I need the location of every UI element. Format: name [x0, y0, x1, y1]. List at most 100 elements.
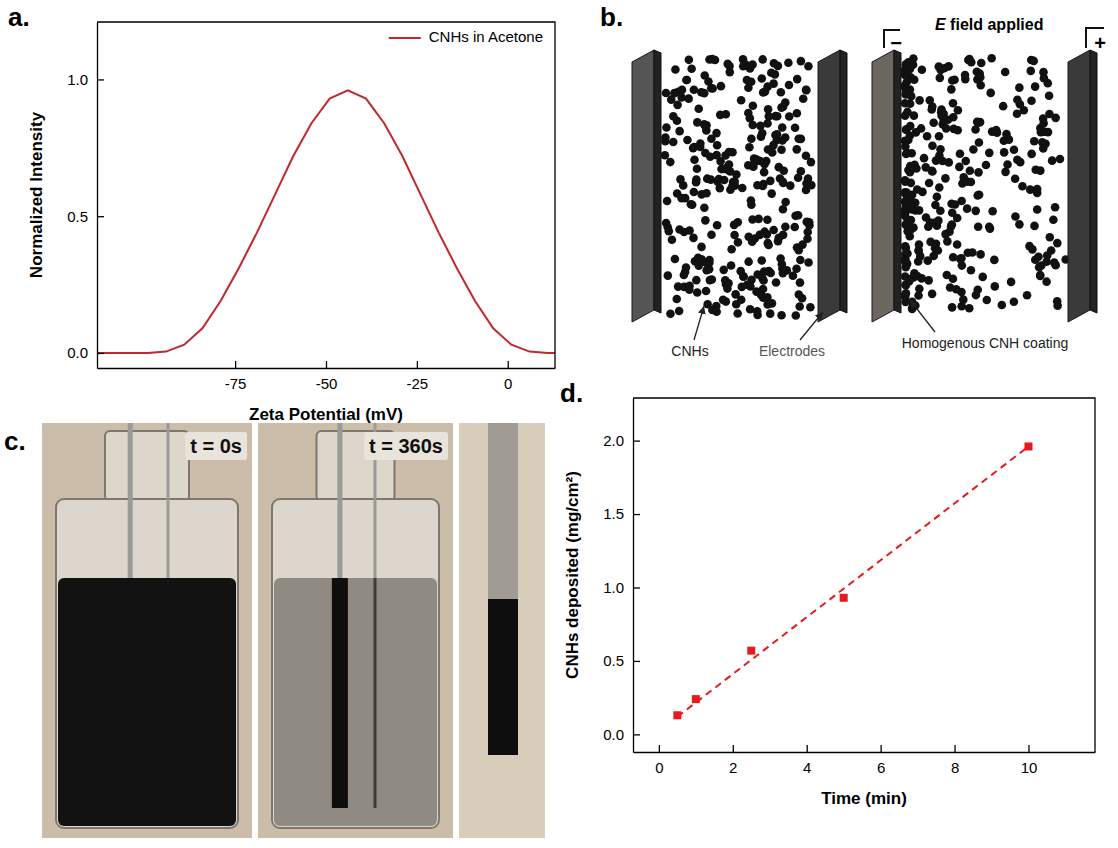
particle — [690, 86, 699, 95]
particle — [744, 109, 753, 118]
particle — [1007, 278, 1016, 287]
photo-background — [42, 423, 252, 838]
particle — [907, 179, 916, 188]
y-tick-mark — [633, 514, 640, 515]
particle — [976, 73, 985, 82]
particle — [957, 302, 966, 311]
particle — [990, 282, 999, 291]
y-tick-label: 0.5 — [67, 207, 88, 224]
particle — [915, 240, 924, 249]
particle — [773, 130, 782, 139]
plot-area — [97, 90, 555, 353]
particle — [766, 309, 775, 318]
diagram-panel: b.−+E field appliedCNHsElectrodesHomogen… — [600, 2, 1106, 359]
polarity-positive: + — [1094, 32, 1106, 54]
particle — [777, 88, 786, 97]
y-tick-mark — [97, 216, 104, 217]
particle — [687, 65, 696, 74]
particle — [781, 222, 790, 231]
particle — [982, 161, 991, 170]
photo-background — [459, 423, 545, 838]
particle — [779, 269, 788, 278]
particle — [976, 250, 985, 259]
vial-neck — [105, 431, 189, 501]
particle — [778, 123, 787, 132]
particle — [1039, 119, 1048, 128]
particle — [779, 179, 788, 188]
particle — [1053, 239, 1062, 248]
particle — [730, 221, 739, 230]
particle — [802, 86, 811, 95]
particle — [747, 200, 756, 209]
y-tick: 1.0 — [603, 579, 640, 596]
particle — [1050, 258, 1059, 267]
label-arrow — [694, 306, 704, 340]
particle — [670, 89, 679, 98]
particle — [742, 60, 751, 69]
particle — [669, 112, 678, 121]
x-tick: -75 — [225, 361, 247, 392]
particles-deposited — [901, 54, 1070, 313]
particle — [794, 135, 803, 144]
particle — [757, 256, 766, 265]
particle — [1023, 291, 1032, 300]
y-axis: 0.00.51.01.52.0 — [603, 399, 640, 753]
particle — [747, 134, 756, 143]
particle — [723, 284, 732, 293]
particle — [903, 227, 912, 236]
particle — [793, 109, 802, 118]
x-tick-label: -50 — [316, 375, 338, 392]
particle — [802, 186, 811, 195]
particle — [1031, 165, 1040, 174]
particle — [998, 301, 1007, 310]
y-axis-line — [97, 23, 98, 369]
electrode — [872, 50, 901, 322]
particle — [1027, 96, 1036, 105]
electrode-edge — [894, 50, 901, 313]
particle — [935, 132, 944, 141]
particle — [662, 89, 671, 98]
particle — [901, 99, 910, 108]
particle — [733, 309, 742, 318]
particle — [974, 118, 983, 127]
particle — [923, 132, 932, 141]
particle — [1037, 128, 1046, 137]
particle — [727, 261, 736, 270]
particle — [1056, 155, 1065, 164]
particle — [705, 258, 714, 267]
x-tick: -50 — [316, 361, 338, 392]
particle — [1027, 56, 1036, 65]
x-tick-mark — [954, 745, 955, 752]
particle — [760, 160, 769, 169]
particle — [777, 311, 786, 320]
counter-electrode — [374, 578, 377, 808]
particle — [948, 208, 957, 217]
particle — [1042, 277, 1051, 286]
particle — [690, 143, 699, 152]
particle — [806, 303, 815, 312]
particle — [934, 62, 943, 71]
plot-frame — [633, 398, 1095, 752]
particle — [976, 81, 985, 90]
y-axis-title: CNHs deposited (mg/cm²) — [563, 471, 582, 679]
particle — [953, 240, 962, 249]
particle — [999, 102, 1008, 111]
particle — [965, 304, 974, 313]
panel-label: a. — [8, 2, 30, 32]
particle — [684, 94, 693, 103]
particle — [758, 129, 767, 138]
particle — [746, 282, 755, 291]
particle — [682, 76, 691, 85]
particle — [765, 112, 774, 121]
particle — [692, 178, 701, 187]
particle — [974, 168, 983, 177]
particle — [1015, 83, 1024, 92]
electrode-lead — [167, 423, 170, 578]
particle — [793, 243, 802, 252]
particle — [975, 138, 984, 147]
particle — [791, 212, 800, 221]
particle — [906, 62, 915, 71]
y-tick-label: 1.0 — [603, 579, 624, 596]
particle — [948, 303, 957, 312]
particle — [687, 200, 696, 209]
